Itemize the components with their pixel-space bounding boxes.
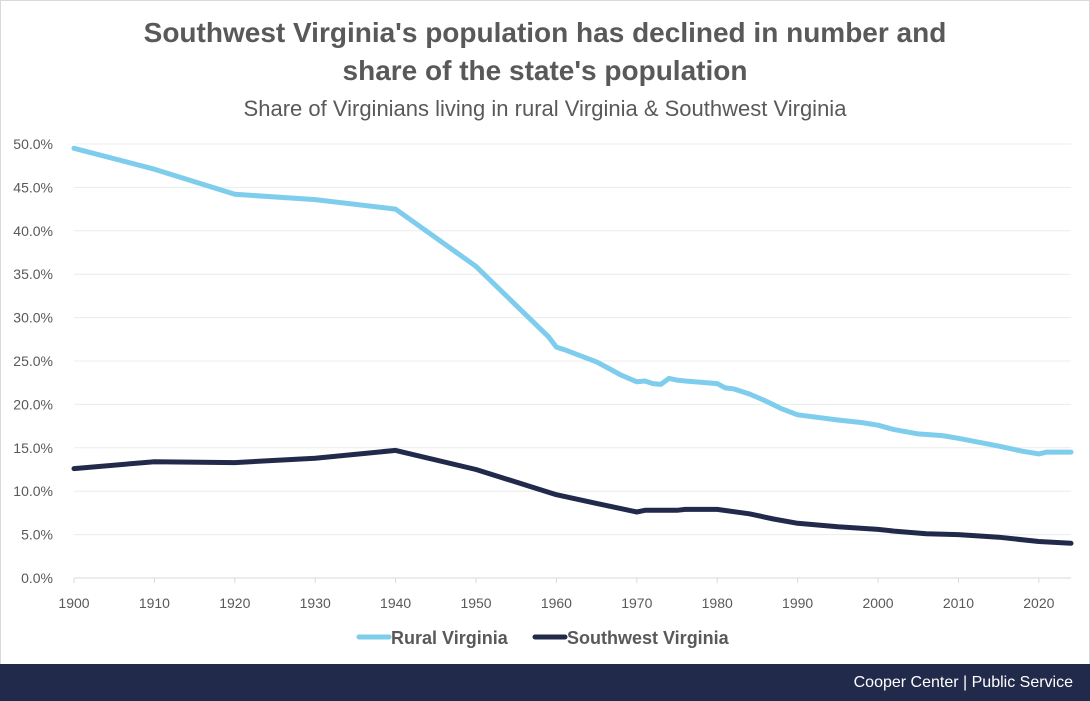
y-tick-label: 10.0% — [13, 483, 53, 499]
y-tick-label: 5.0% — [21, 527, 53, 543]
y-tick-label: 25.0% — [13, 353, 53, 369]
y-tick-label: 40.0% — [13, 223, 53, 239]
series-line-southwest-virginia — [71, 447, 1074, 546]
chart-title: Southwest Virginia's population has decl… — [0, 14, 1090, 90]
y-tick-label: 20.0% — [13, 396, 53, 412]
x-tick-label: 2010 — [943, 595, 974, 611]
y-tick-label: 0.0% — [21, 570, 53, 586]
series-line-rural-virginia — [71, 145, 1074, 457]
footer-bar: Cooper Center | Public Service — [0, 664, 1090, 701]
x-tick-label: 1990 — [782, 595, 813, 611]
line-chart: 0.0% 5.0% 10.0% 15.0% 20.0% 25.0% 30.0% 35.0% 40… — [13, 136, 1074, 648]
x-tick-label: 1980 — [702, 595, 733, 611]
x-tick-label: 1940 — [380, 595, 411, 611]
x-tick-label: 1950 — [460, 595, 491, 611]
legend-label-southwest-virginia: Southwest Virginia — [567, 628, 730, 648]
x-axis: 1900 1910 1920 1930 1940 1950 1960 1970 1980 1990… — [58, 577, 1071, 611]
x-tick-label: 2020 — [1023, 595, 1054, 611]
chart-title-line-1: Southwest Virginia's population has decl… — [143, 17, 947, 48]
y-tick-label: 35.0% — [13, 266, 53, 282]
y-axis: 0.0% 5.0% 10.0% 15.0% 20.0% 25.0% 30.0% 35.0% 40… — [13, 136, 53, 586]
legend-label-rural-virginia: Rural Virginia — [391, 628, 509, 648]
y-tick-label: 15.0% — [13, 440, 53, 456]
y-tick-label: 30.0% — [13, 310, 53, 326]
series-lines — [71, 145, 1074, 546]
legend: Rural Virginia Southwest Virginia — [356, 628, 730, 648]
x-tick-label: 1970 — [621, 595, 652, 611]
y-tick-label: 50.0% — [13, 136, 53, 152]
y-tick-label: 45.0% — [13, 179, 53, 195]
x-tick-label: 1960 — [541, 595, 572, 611]
footer-credit: Cooper Center | Public Service — [853, 674, 1073, 691]
chart-subtitle: Share of Virginians living in rural Virg… — [243, 96, 847, 121]
gridlines — [74, 143, 1071, 536]
x-tick-label: 1900 — [58, 595, 89, 611]
x-tick-label: 1910 — [139, 595, 170, 611]
x-tick-label: 2000 — [862, 595, 893, 611]
x-tick-label: 1930 — [300, 595, 331, 611]
chart-title-line-2: share of the state's population — [342, 55, 748, 86]
x-tick-label: 1920 — [219, 595, 250, 611]
